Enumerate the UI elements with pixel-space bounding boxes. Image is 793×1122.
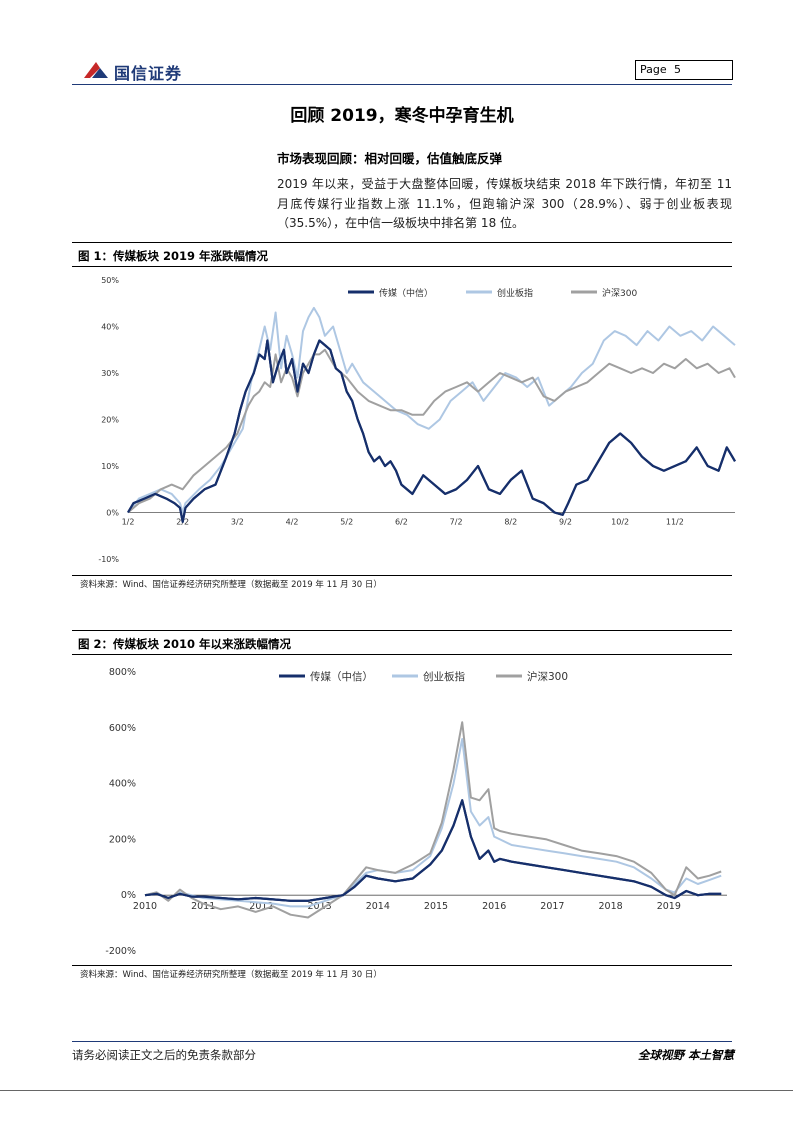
figure1-top-rule — [72, 242, 732, 243]
x-tick-label: 1/2 — [122, 518, 135, 527]
figure1-title: 图 1：传媒板块 2019 年涨跌幅情况 — [78, 249, 269, 263]
series-line-primary — [144, 799, 722, 902]
header-divider — [72, 84, 732, 85]
legend-label-1: 创业板指 — [497, 287, 533, 299]
series-line-primary — [127, 339, 736, 523]
page-indicator: Page 5 — [635, 60, 733, 80]
y-tick-label: 0% — [106, 509, 119, 518]
series-line-1 — [144, 738, 722, 908]
y-tick-label: 10% — [101, 462, 119, 471]
footer-disclaimer: 请务必阅读正文之后的免责条款部分 — [72, 1048, 256, 1062]
legend-label-2: 沪深300 — [602, 287, 637, 299]
x-tick-label: 10/2 — [611, 518, 629, 527]
y-tick-label: 30% — [101, 369, 119, 378]
x-tick-label: 7/2 — [450, 518, 463, 527]
x-tick-label: 2019 — [657, 901, 681, 912]
x-tick-label: 2018 — [599, 901, 623, 912]
figure1-chart: 50%40%30%20%10%0%-10%1/2 2/2 3/2 4/2 5/2 6/2 7… — [98, 276, 736, 564]
company-name: 国信证券 — [114, 64, 183, 83]
y-tick-label: -10% — [98, 555, 119, 564]
figure2-chart: 800% 600% 400% 200% 0% -200% 2010 2011 2012 2013 2… — [105, 667, 727, 957]
figure1-bottom-rule — [72, 575, 732, 576]
x-tick-label: 9/2 — [559, 518, 572, 527]
legend-label-0: 传媒（中信） — [379, 287, 433, 299]
x-tick-label: 2014 — [366, 901, 390, 912]
section-heading: 市场表现回顾：相对回暖，估值触底反弹 — [277, 151, 503, 166]
y-tick-label: 20% — [101, 416, 119, 425]
company-logo: 国信证券 — [82, 58, 202, 83]
logo-mark-icon — [84, 62, 108, 78]
figure2-bottom-rule — [72, 965, 732, 966]
figure2-top-rule — [72, 630, 732, 631]
y-tick-label: 200% — [109, 834, 136, 845]
x-tick-label: 2015 — [424, 901, 448, 912]
legend-label-0: 传媒（中信） — [310, 670, 373, 683]
figure1-source: 资料来源：Wind、国信证券经济研究所整理（数据截至 2019 年 11 月 3… — [80, 580, 382, 590]
page-label: Page — [640, 63, 667, 76]
page-bottom-rule — [0, 1090, 793, 1091]
x-tick-label: 2017 — [540, 901, 564, 912]
x-tick-label: 2011 — [191, 901, 215, 912]
series-line-0 — [127, 339, 736, 523]
x-tick-label: 3/2 — [231, 518, 244, 527]
figure2-title-rule — [72, 654, 732, 655]
document-title: 回顾 2019，寒冬中孕育生机 — [290, 106, 514, 126]
series-line-2 — [144, 721, 722, 919]
y-tick-label: -200% — [105, 946, 136, 957]
figure2-title: 图 2：传媒板块 2010 年以来涨跌幅情况 — [78, 637, 292, 651]
x-tick-label: 2010 — [133, 901, 157, 912]
y-tick-label: 600% — [109, 723, 136, 734]
x-tick-label: 11/2 — [666, 518, 684, 527]
y-tick-label: 40% — [101, 323, 119, 332]
legend-label-1: 创业板指 — [423, 670, 465, 683]
footer-divider — [72, 1041, 732, 1042]
figure2-source: 资料来源：Wind、国信证券经济研究所整理（数据截至 2019 年 11 月 3… — [80, 970, 382, 980]
y-tick-label: 400% — [109, 779, 136, 790]
x-tick-label: 4/2 — [286, 518, 299, 527]
legend-label-2: 沪深300 — [527, 670, 568, 683]
x-tick-label: 2016 — [482, 901, 506, 912]
page-number: 5 — [674, 63, 681, 76]
y-tick-label: 50% — [101, 276, 119, 285]
figure1-title-rule — [72, 266, 732, 267]
y-tick-label: 0% — [121, 890, 136, 901]
x-tick-label: 2013 — [308, 901, 332, 912]
x-tick-label: 5/2 — [340, 518, 353, 527]
intro-paragraph: 2019 年以来，受益于大盘整体回暖，传媒板块结束 2018 年下跌行情，年初至… — [277, 177, 732, 230]
series-line-1 — [127, 306, 736, 514]
y-tick-label: 800% — [109, 667, 136, 678]
x-tick-label: 6/2 — [395, 518, 408, 527]
x-tick-label: 8/2 — [504, 518, 517, 527]
x-tick-label: 2012 — [249, 901, 273, 912]
footer-slogan: 全球视野 本土智慧 — [637, 1048, 734, 1062]
series-line-2 — [127, 348, 736, 514]
